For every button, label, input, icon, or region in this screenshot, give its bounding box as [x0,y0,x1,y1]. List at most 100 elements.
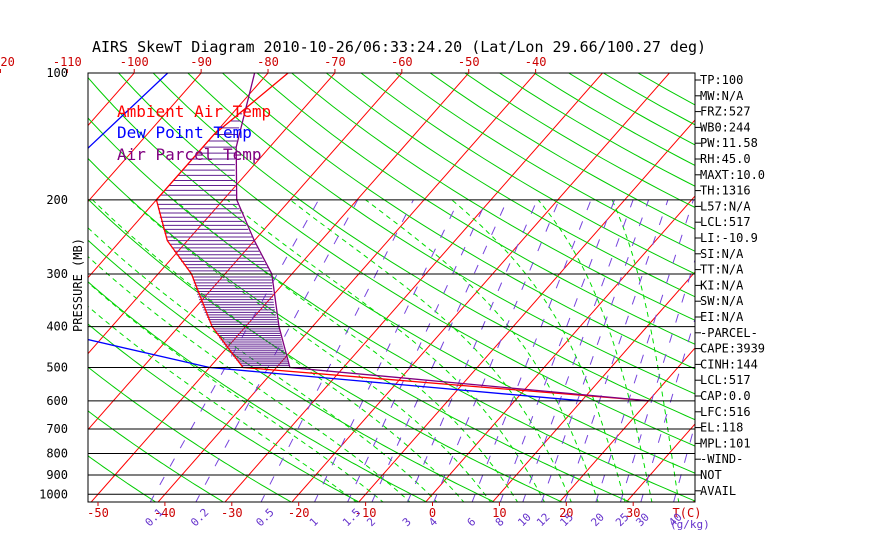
top-temp-tick-label: -120 [0,55,15,69]
stat-label: KI:N/A [700,278,744,292]
dry-adiabat-line [0,54,22,504]
isotherm-line [625,423,695,502]
moist-adiabat-line [537,199,653,502]
mixing-ratio-unit: (g/kg) [670,518,710,531]
stat-label: TT:N/A [700,263,744,277]
bottom-temp-tick-label: -10 [355,506,377,520]
mixing-ratio-label: 0.2 [188,506,211,529]
dry-adiabat-line [88,410,225,502]
isotherm-line [157,73,537,502]
moist-adiabat-line [174,199,519,502]
pressure-tick-label: 100 [46,66,68,80]
mixing-ratio-line [195,199,359,502]
isotherm-line [0,54,17,503]
dry-adiabat-line [394,73,695,252]
dry-adiabat-line [152,73,695,421]
pressure-tick-label: 900 [46,468,68,482]
moist-adiabat-line [289,199,572,502]
dry-adiabat-line [88,157,631,502]
legend-parcel: Air Parcel Temp [117,145,262,164]
moist-adiabat-line [88,227,438,502]
isotherm-line [88,73,202,203]
parcel-temp-line [235,73,649,402]
mixing-ratio-label: 0.5 [253,506,276,529]
mixing-ratio-line [313,199,460,502]
isotherm-line [90,73,470,502]
dry-adiabat-line [256,73,695,345]
bottom-temp-tick-label: 0 [429,506,436,520]
dry-adiabat-line [88,198,564,502]
mixing-ratio-line [371,199,508,502]
mixing-ratio-line [433,199,560,502]
bottom-temp-tick-label: -30 [221,506,243,520]
moist-adiabat-line [611,199,680,502]
pressure-tick-label: 400 [46,320,68,334]
stat-label: MPL:101 [700,436,751,450]
pressure-tick-label: 300 [46,267,68,281]
mixing-ratio-label: 1 [307,515,321,529]
stat-label: RH:45.0 [700,152,751,166]
dry-adiabat-line [187,73,695,395]
pressure-tick-label: 600 [46,394,68,408]
stat-label: CAP:0.0 [700,389,751,403]
isotherm-line [224,73,604,502]
bottom-temp-tick-label: -40 [154,506,176,520]
mixing-ratio-label: 10 [515,511,534,530]
stat-label: L57:N/A [700,199,751,213]
stat-label: CINH:144 [700,357,758,371]
stat-label: TH:1316 [700,184,751,198]
moist-adiabat-line [129,199,492,502]
isotherm-line [88,73,269,279]
dry-adiabat-line [429,73,695,230]
top-temp-tick-label: -90 [190,55,212,69]
dry-adiabat-line [88,281,428,502]
plot-frame [87,72,696,503]
mixing-ratio-line [407,199,538,502]
y-axis-label: PRESSURE (MB) [71,238,85,332]
dry-adiabat-line [88,117,695,502]
legend-dewpoint: Dew Point Temp [117,123,252,142]
top-temp-tick-label: -60 [391,55,413,69]
moist-adiabat-line [88,255,411,502]
dew-point-line [88,73,582,402]
top-temp-tick-label: -80 [257,55,279,69]
dry-adiabat-line [360,73,695,275]
stat-label: EL:118 [700,421,743,435]
mixing-ratio-line [260,199,414,502]
mixing-ratio-line [149,199,320,502]
isotherm-line [88,73,403,431]
stat-label: -PARCEL- [700,326,758,340]
stat-label: PW:11.58 [700,136,758,150]
moist-adiabat-line [88,305,358,502]
mixing-ratio-label: 12 [534,511,553,530]
moist-adiabat-line [226,199,546,502]
mixing-ratio-label: 3 [400,515,414,529]
stat-label: LCL:517 [700,373,751,387]
bottom-temp-tick-label: -20 [288,506,310,520]
pressure-tick-label: 500 [46,360,68,374]
pressure-tick-label: 200 [46,193,68,207]
dry-adiabat-line [325,73,695,298]
mixing-ratio-line [347,199,488,502]
stat-label: EI:N/A [700,310,744,324]
top-temp-tick-label: -110 [53,55,82,69]
stat-label: LI:-10.9 [700,231,758,245]
stat-label: SI:N/A [700,247,744,261]
stat-label: LFC:516 [700,405,751,419]
stat-label: WB0:244 [700,120,751,134]
isotherm-line [425,195,695,502]
pressure-tick-label: 1000 [39,487,68,501]
top-temp-tick-label: -70 [324,55,346,69]
chart-title: AIRS SkewT Diagram 2010-10-26/06:33:24.2… [92,38,706,56]
dry-adiabat-line [88,323,360,502]
stat-label: CAPE:3939 [700,342,765,356]
stat-label: FRZ:527 [700,105,751,119]
dry-adiabat-line [117,73,695,447]
mixing-ratio-line [595,199,694,502]
bottom-temp-tick-label: 20 [559,506,573,520]
stat-label: NOT [700,468,722,482]
stat-label: MW:N/A [700,89,744,103]
stat-label: SW:N/A [700,294,744,308]
moist-adiabat-line [451,199,626,502]
